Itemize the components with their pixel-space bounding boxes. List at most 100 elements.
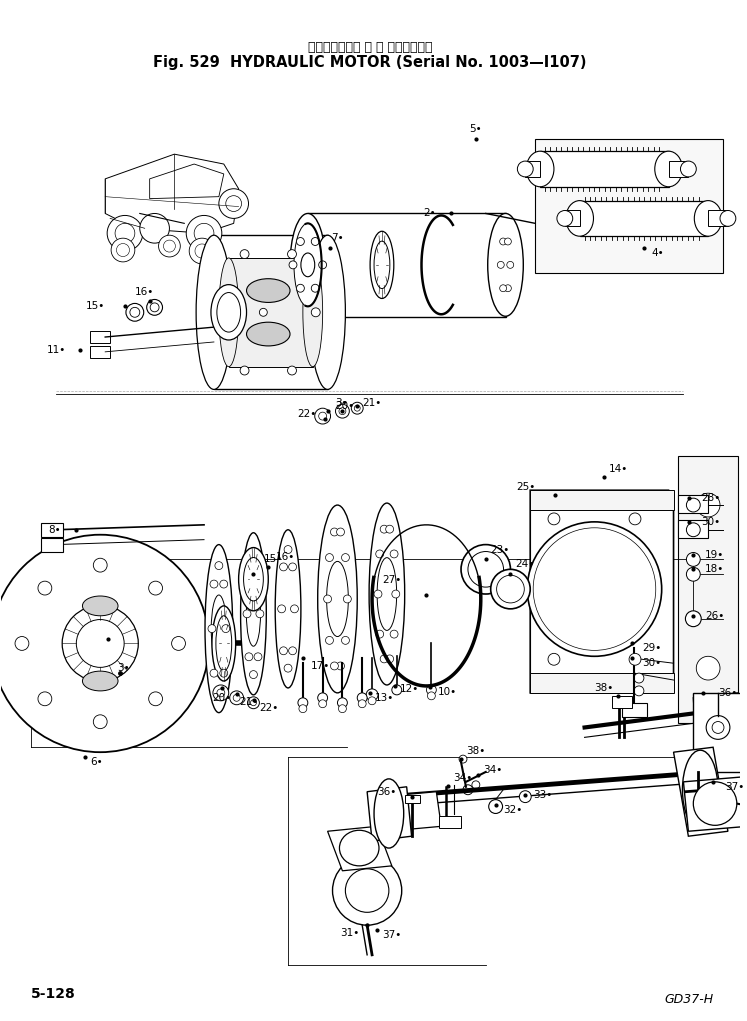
Circle shape: [186, 215, 222, 251]
Text: 21•: 21•: [240, 696, 259, 707]
Circle shape: [149, 692, 163, 706]
Ellipse shape: [332, 856, 402, 925]
Ellipse shape: [681, 161, 696, 177]
Circle shape: [686, 552, 700, 567]
Text: 37•: 37•: [725, 782, 744, 791]
Circle shape: [150, 303, 159, 311]
Bar: [530, 490, 674, 510]
Circle shape: [376, 550, 384, 557]
Text: 23•: 23•: [491, 544, 510, 554]
Ellipse shape: [247, 581, 261, 646]
Circle shape: [326, 553, 333, 562]
Ellipse shape: [303, 258, 323, 367]
Text: ハイドロリック モ ー タ（適用号機: ハイドロリック モ ー タ（適用号機: [308, 41, 433, 54]
Circle shape: [519, 790, 531, 803]
Circle shape: [374, 590, 382, 598]
Text: 24•: 24•: [515, 560, 535, 570]
Circle shape: [337, 528, 344, 536]
Circle shape: [686, 523, 700, 537]
Text: 20•: 20•: [335, 401, 354, 411]
Text: 7•: 7•: [331, 233, 344, 243]
Circle shape: [354, 405, 360, 411]
Ellipse shape: [345, 869, 389, 913]
Circle shape: [368, 696, 376, 704]
Circle shape: [317, 693, 328, 702]
Circle shape: [634, 686, 644, 696]
Circle shape: [500, 238, 506, 245]
Circle shape: [284, 665, 292, 672]
Ellipse shape: [545, 540, 644, 638]
Polygon shape: [674, 747, 728, 836]
Ellipse shape: [82, 596, 118, 616]
Circle shape: [629, 513, 641, 525]
Circle shape: [210, 669, 218, 677]
Circle shape: [506, 261, 514, 269]
Polygon shape: [229, 258, 313, 367]
Ellipse shape: [374, 779, 403, 848]
Polygon shape: [105, 154, 238, 233]
Circle shape: [330, 662, 338, 670]
Text: 3•: 3•: [117, 664, 129, 673]
Text: 30•: 30•: [701, 517, 720, 527]
Bar: [41, 538, 63, 551]
Bar: [90, 331, 110, 343]
Text: 11•: 11•: [46, 345, 66, 355]
Bar: [678, 495, 708, 513]
Polygon shape: [540, 151, 669, 187]
Circle shape: [500, 285, 506, 292]
Circle shape: [297, 238, 304, 245]
Circle shape: [149, 581, 163, 595]
Circle shape: [392, 685, 402, 695]
Circle shape: [330, 528, 338, 536]
Circle shape: [376, 630, 384, 638]
Text: 31•: 31•: [340, 928, 359, 938]
Ellipse shape: [533, 528, 656, 650]
Circle shape: [240, 250, 249, 258]
Circle shape: [504, 238, 512, 245]
Circle shape: [366, 689, 378, 700]
Bar: [693, 693, 743, 772]
Circle shape: [686, 611, 701, 627]
Circle shape: [357, 693, 367, 702]
Circle shape: [279, 647, 288, 654]
Text: 25•: 25•: [516, 482, 535, 492]
Ellipse shape: [694, 200, 722, 236]
Ellipse shape: [211, 595, 226, 663]
Text: 2•: 2•: [424, 208, 436, 218]
Polygon shape: [693, 693, 743, 772]
Ellipse shape: [205, 544, 233, 713]
Circle shape: [107, 215, 143, 251]
Circle shape: [240, 367, 249, 375]
Text: 37•: 37•: [382, 930, 401, 940]
Ellipse shape: [683, 750, 718, 829]
Polygon shape: [214, 235, 328, 389]
Circle shape: [140, 213, 170, 243]
Polygon shape: [708, 210, 728, 227]
Ellipse shape: [216, 616, 232, 671]
Ellipse shape: [196, 235, 232, 389]
Text: 30•: 30•: [642, 659, 661, 668]
Bar: [530, 673, 674, 693]
Ellipse shape: [370, 231, 394, 298]
Circle shape: [459, 756, 467, 763]
Ellipse shape: [317, 505, 357, 693]
Text: 14•: 14•: [610, 465, 628, 475]
Circle shape: [311, 284, 319, 292]
Polygon shape: [328, 826, 392, 871]
Circle shape: [250, 699, 256, 706]
Circle shape: [319, 699, 326, 708]
Polygon shape: [525, 161, 540, 177]
Text: 36•: 36•: [377, 787, 397, 796]
Text: 6•: 6•: [90, 757, 103, 767]
Circle shape: [189, 238, 215, 263]
Circle shape: [249, 671, 258, 679]
Bar: [41, 523, 63, 537]
Circle shape: [427, 685, 436, 695]
Text: 15•: 15•: [264, 554, 282, 565]
Circle shape: [380, 525, 388, 533]
Circle shape: [385, 525, 394, 533]
Circle shape: [249, 549, 258, 557]
Bar: [405, 794, 420, 803]
Circle shape: [289, 261, 297, 269]
Ellipse shape: [247, 323, 290, 346]
